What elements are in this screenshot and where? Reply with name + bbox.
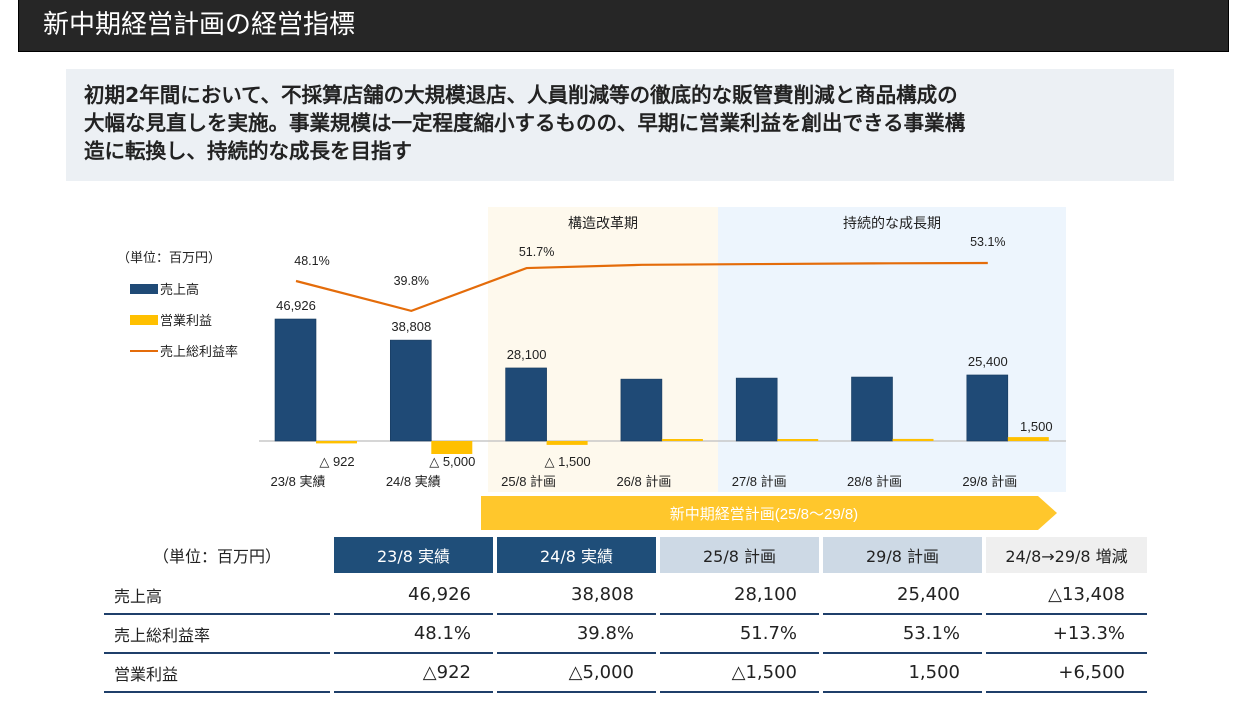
metrics-table: （単位：百万円） 23/8 実績 24/8 実績 25/8 計画 29/8 計画… [100,537,1151,693]
operating-profit-bar [546,441,588,445]
table-cell: △5,000 [497,654,656,693]
table-cell: △922 [334,654,493,693]
operating-profit-bar [431,441,473,454]
summary-line: 造に転換し、持続的な成長を目指す [84,139,412,163]
sales-data-label: 38,808 [391,319,431,334]
phase-background [718,207,1066,492]
legend-label: 営業利益 [160,313,212,328]
legend-swatch-operating-profit [130,315,158,325]
legend-label: 売上総利益率 [160,344,238,359]
row-label: 売上高 [104,576,330,615]
sales-data-label: 28,100 [507,347,547,362]
sales-data-label: 46,926 [276,298,316,313]
summary-text: 初期2年間において、不採算店舗の大規模退店、人員削減等の徹底的な販管費削減と商品… [84,81,1164,165]
gross-margin-data-label: 53.1% [970,235,1005,249]
table-cell: +6,500 [986,654,1147,693]
table-cell: +13.3% [986,615,1147,654]
table-header-23-8: 23/8 実績 [334,537,493,576]
operating-profit-data-label: △ 922 [319,454,354,469]
summary-callout: 初期2年間において、不採算店舗の大規模退店、人員削減等の徹底的な販管費削減と商品… [66,69,1174,181]
table-cell: 48.1% [334,615,493,654]
page-header: 新中期経営計画の経営指標 [18,0,1229,52]
phase-label: 持続的な成長期 [843,215,941,231]
category-label: 28/8 計画 [847,474,902,489]
row-label: 営業利益 [104,654,330,693]
category-label: 29/8 計画 [962,474,1017,489]
gross-margin-data-label: 39.8% [394,274,429,288]
sales-bar [505,367,547,442]
legend-swatch-sales [130,284,158,294]
table-cell: 39.8% [497,615,656,654]
page-title: 新中期経営計画の経営指標 [43,10,356,40]
plan-period-label: 新中期経営計画(25/8～29/8) [670,506,858,523]
operating-profit-bar [316,441,357,444]
operating-profit-bar [777,439,819,441]
sales-bar [620,378,663,442]
table-header-25-8: 25/8 計画 [660,537,819,576]
phase-background [488,207,718,492]
table-header-diff: 24/8→29/8 増減 [986,537,1147,576]
operating-profit-bar [892,438,934,441]
summary-line: 初期2年間において、不採算店舗の大規模退店、人員削減等の徹底的な販管費削減と商品… [84,83,958,107]
operating-profit-data-label: △ 5,000 [429,454,475,469]
table-cell: 53.1% [823,615,982,654]
table-cell: 25,400 [823,576,982,615]
sales-bar [735,377,778,442]
category-label: 24/8 実績 [386,474,441,489]
table-row: 売上高 46,926 38,808 28,100 25,400 △13,408 [104,576,1147,615]
table-cell: 38,808 [497,576,656,615]
category-label: 23/8 実績 [271,474,326,489]
category-label: 27/8 計画 [732,474,787,489]
sales-bar [966,374,1009,442]
table-cell: 1,500 [823,654,982,693]
table-header-row: （単位：百万円） 23/8 実績 24/8 実績 25/8 計画 29/8 計画… [104,537,1147,576]
legend-label: 売上高 [160,282,199,297]
operating-profit-data-label: △ 1,500 [545,454,591,469]
sales-bar [274,318,317,442]
sales-bar [851,376,893,442]
category-label: 26/8 計画 [616,474,671,489]
table-cell: 28,100 [660,576,819,615]
sales-data-label: 25,400 [968,354,1008,369]
gross-margin-line [295,261,988,313]
chart-unit-label: （単位：百万円） [117,250,221,265]
table-cell: 46,926 [334,576,493,615]
operating-profit-bar [661,439,703,441]
operating-profit-data-label: 1,500 [1020,419,1053,434]
combo-chart: 構造改革期 持続的な成長期 46,926 38,808 28,100 25,400 △ 92… [117,207,1066,530]
table-cell: △1,500 [660,654,819,693]
summary-line: 大幅な見直しを実施。事業規模は一定程度縮小するものの、早期に営業利益を創出できる… [84,111,966,135]
sales-bar [389,339,432,442]
table-cell: 51.7% [660,615,819,654]
table-cell: △13,408 [986,576,1147,615]
gross-margin-data-label: 48.1% [294,254,329,268]
table-row: 営業利益 △922 △5,000 △1,500 1,500 +6,500 [104,654,1147,693]
table-header-29-8: 29/8 計画 [823,537,982,576]
table-unit-label: （単位：百万円） [104,537,330,576]
category-label: 25/8 計画 [501,474,556,489]
plan-period-arrow [481,496,1057,530]
phase-label: 構造改革期 [568,215,638,231]
table-header-24-8: 24/8 実績 [497,537,656,576]
gross-margin-data-label: 51.7% [519,245,554,259]
operating-profit-bar [1007,437,1049,441]
table-row: 売上総利益率 48.1% 39.8% 51.7% 53.1% +13.3% [104,615,1147,654]
row-label: 売上総利益率 [104,615,330,654]
